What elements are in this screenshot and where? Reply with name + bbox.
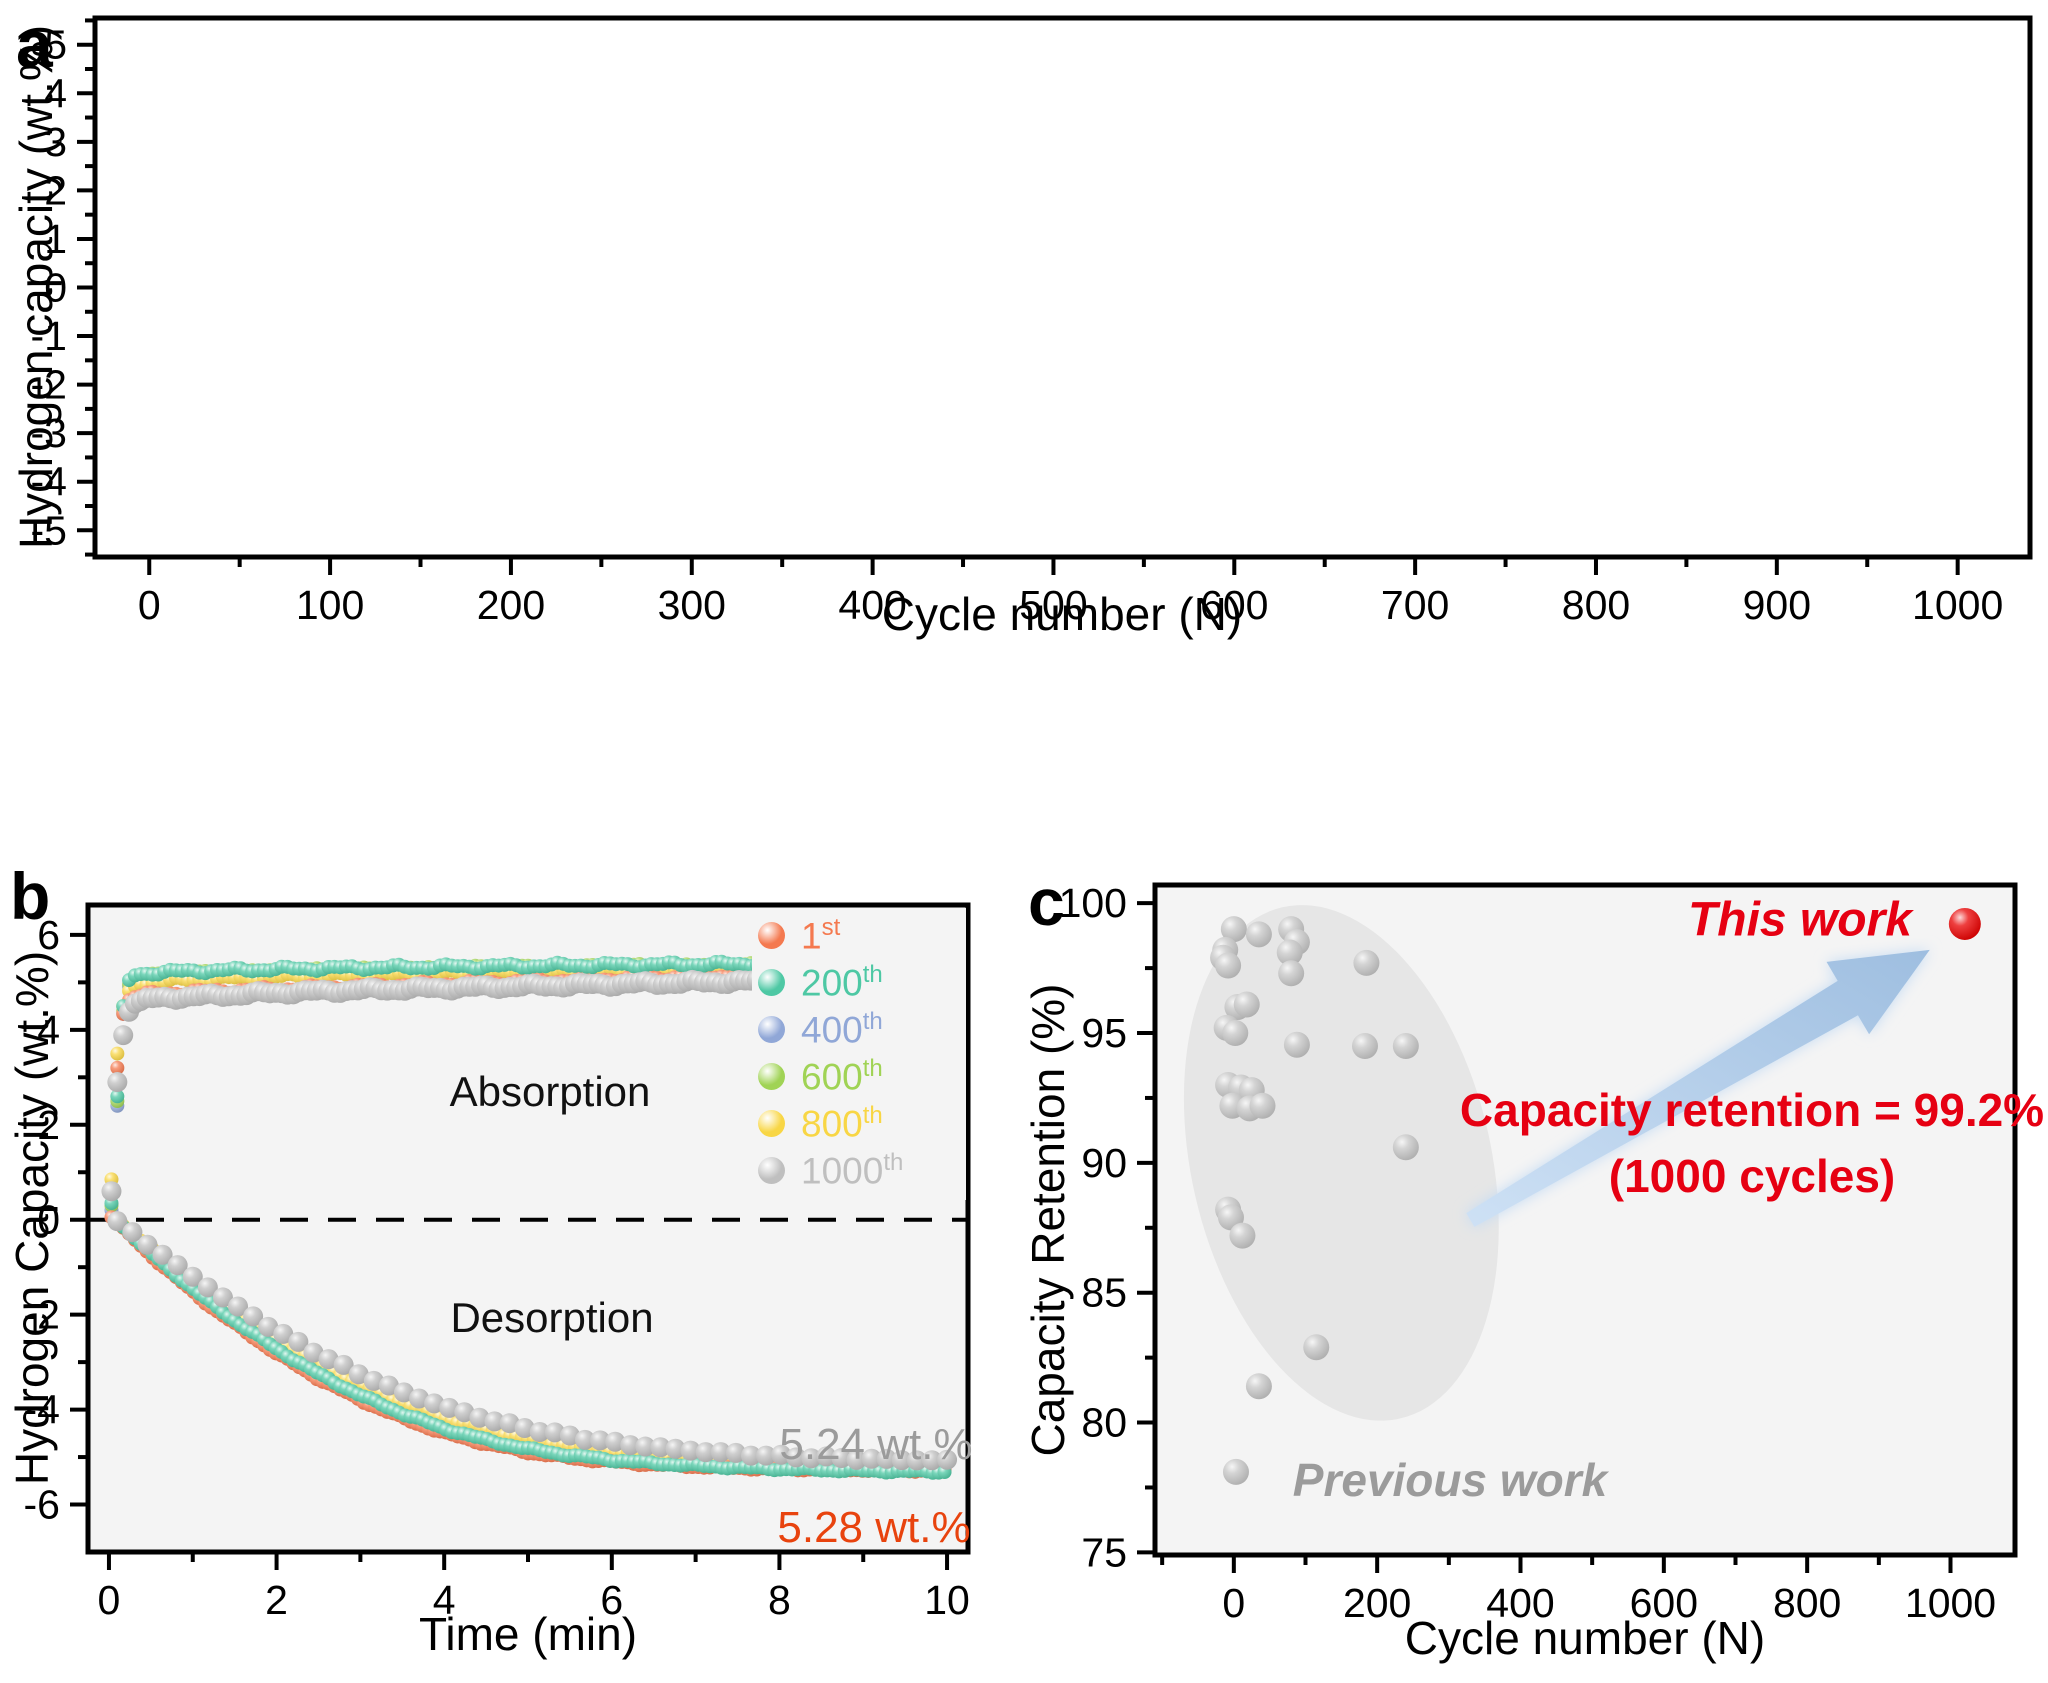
legend-item: 200th: [758, 959, 966, 1006]
svg-text:200: 200: [1343, 1580, 1411, 1626]
panel-c-letter: c: [1028, 865, 1065, 939]
legend-label: 600th: [801, 1055, 883, 1098]
svg-text:900: 900: [1743, 582, 1811, 628]
capacity-retention-annotation: Capacity retention = 99.2%: [1459, 1084, 2045, 1136]
svg-text:600: 600: [1200, 582, 1268, 628]
svg-text:800: 800: [1773, 1580, 1841, 1626]
svg-text:200: 200: [477, 582, 545, 628]
svg-text:6: 6: [37, 912, 60, 958]
legend-sphere-icon: [758, 1157, 785, 1184]
svg-text:-6: -6: [24, 1482, 60, 1528]
legend-item: 800th: [758, 1100, 966, 1147]
legend-label: 200th: [801, 961, 883, 1004]
svg-text:80: 80: [1081, 1400, 1127, 1446]
svg-text:-2: -2: [31, 362, 67, 408]
panel-c-y-axis-title: Capacity Retention (%): [1022, 983, 1074, 1457]
desorption-label: Desorption: [450, 1294, 654, 1341]
panel-b-legend: 1st 200th 400th 600th 800th 1000th: [752, 908, 966, 1200]
legend-label: 1000th: [801, 1149, 904, 1192]
legend-label: 400th: [801, 1008, 883, 1051]
svg-text:4: 4: [433, 1577, 456, 1623]
svg-text:300: 300: [658, 582, 726, 628]
panel-b-letter: b: [10, 859, 51, 933]
svg-text:600: 600: [1630, 1580, 1698, 1626]
svg-text:800: 800: [1562, 582, 1630, 628]
svg-text:1000: 1000: [1912, 582, 2003, 628]
svg-text:-1: -1: [31, 313, 67, 359]
legend-item: 600th: [758, 1053, 966, 1100]
svg-text:2: 2: [44, 167, 67, 213]
svg-text:4: 4: [37, 1007, 60, 1053]
legend-sphere-icon: [758, 1016, 785, 1043]
previous-work-points: [1210, 916, 1419, 1485]
legend-sphere-icon: [758, 1063, 785, 1090]
svg-text:10: 10: [924, 1577, 970, 1623]
svg-text:4: 4: [44, 70, 67, 116]
capacity-1st-annotation: 5.28 wt.%: [777, 1503, 971, 1552]
legend-sphere-icon: [758, 922, 785, 949]
svg-text:700: 700: [1381, 582, 1449, 628]
this-work-label: This work: [1687, 893, 1912, 947]
panel-a-letter: a: [16, 7, 53, 81]
legend-item: 1st: [758, 912, 966, 959]
svg-text:3: 3: [44, 119, 67, 165]
legend-label: 800th: [801, 1102, 883, 1145]
svg-text:400: 400: [1486, 1580, 1554, 1626]
svg-text:5: 5: [44, 22, 67, 68]
legend-sphere-icon: [758, 969, 785, 996]
absorption-label: Absorption: [449, 1068, 651, 1115]
svg-text:0: 0: [37, 1197, 60, 1243]
svg-text:0: 0: [138, 582, 161, 628]
panel-a-y-axis-title: Hydrogen capacity (wt.%): [10, 24, 62, 550]
svg-text:95: 95: [1081, 1010, 1127, 1056]
capacity-1000th-annotation: 5.24 wt.%: [779, 1420, 973, 1469]
previous-work-label: Previous work: [1292, 1454, 1608, 1506]
svg-text:400: 400: [838, 582, 906, 628]
svg-text:0: 0: [98, 1577, 121, 1623]
this-work-point: [1948, 907, 1981, 940]
svg-text:1: 1: [44, 216, 67, 262]
svg-text:100: 100: [296, 582, 364, 628]
svg-text:-2: -2: [24, 1292, 60, 1338]
svg-text:0: 0: [1222, 1580, 1245, 1626]
svg-text:90: 90: [1081, 1140, 1127, 1186]
svg-text:2: 2: [265, 1577, 288, 1623]
svg-text:1000: 1000: [1905, 1580, 1996, 1626]
series-markers: [107, 1211, 958, 1471]
svg-text:-4: -4: [24, 1387, 60, 1433]
svg-text:8: 8: [768, 1577, 791, 1623]
svg-text:-3: -3: [31, 410, 67, 456]
trend-arrow: [1466, 949, 1930, 1227]
legend-item: 1000th: [758, 1147, 966, 1194]
legend-item: 400th: [758, 1006, 966, 1053]
svg-text:85: 85: [1081, 1270, 1127, 1316]
panel-b-y-axis-title: Hydrogen Capacity (wt.%): [6, 950, 58, 1486]
svg-text:-4: -4: [31, 459, 67, 505]
previous-work-ellipse: [1183, 905, 1499, 1421]
panel-c-x-axis-title: Cycle number (N): [1404, 1612, 1766, 1664]
svg-text:2: 2: [37, 1102, 60, 1148]
cycles-annotation: (1000 cycles): [1608, 1150, 1896, 1202]
svg-text:-5: -5: [31, 507, 67, 553]
svg-text:75: 75: [1081, 1529, 1127, 1575]
panel-b-x-axis-title: Time (min): [418, 1608, 638, 1660]
legend-sphere-icon: [758, 1110, 785, 1137]
svg-text:6: 6: [600, 1577, 623, 1623]
svg-text:0: 0: [44, 265, 67, 311]
svg-text:500: 500: [1019, 582, 1087, 628]
legend-label: 1st: [801, 914, 841, 957]
svg-text:100: 100: [1059, 880, 1127, 926]
panel-a-x-axis-title: Cycle number (N): [881, 588, 1243, 640]
